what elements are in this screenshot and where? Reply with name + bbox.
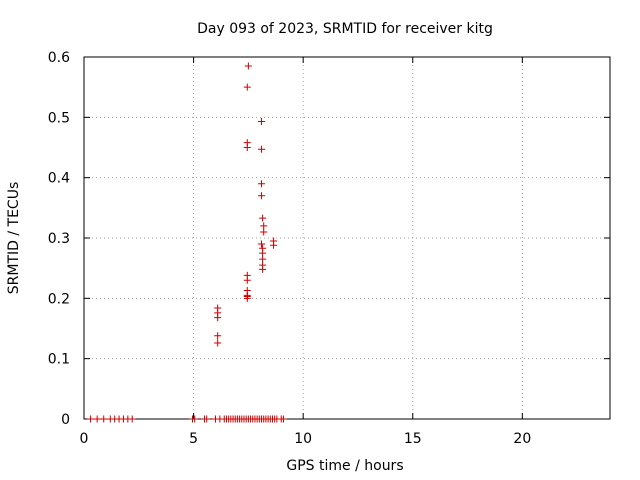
y-tick-label: 0 <box>61 412 70 428</box>
data-point <box>258 118 266 126</box>
data-point <box>243 139 251 147</box>
data-point <box>203 415 211 423</box>
data-point <box>270 237 278 245</box>
data-points <box>87 62 287 423</box>
plot-area-frame <box>83 56 611 420</box>
x-tick-label: 5 <box>189 431 198 447</box>
data-point <box>214 304 222 312</box>
data-point <box>259 249 267 257</box>
data-point <box>259 214 267 222</box>
data-point <box>93 415 101 423</box>
data-point <box>191 415 199 423</box>
y-tick-label: 0.4 <box>48 171 70 187</box>
data-point <box>258 145 266 153</box>
y-tick-label: 0.6 <box>48 50 70 66</box>
y-axis-label: SRMTID / TECUs <box>6 182 22 295</box>
data-point <box>259 265 267 273</box>
x-axis-label: GPS time / hours <box>286 458 403 474</box>
data-point <box>244 62 252 70</box>
data-point <box>258 180 266 188</box>
data-point <box>243 83 251 91</box>
y-tick-label: 0.2 <box>48 291 70 307</box>
y-tick-labels: 0 0.1 0.2 0.3 0.4 0.5 0.6 <box>48 50 70 428</box>
y-tick-label: 0.5 <box>48 110 70 126</box>
x-tick-labels: 0 5 10 15 20 <box>80 431 532 447</box>
data-point <box>260 228 268 236</box>
data-point <box>243 271 251 279</box>
y-tick-label: 0.1 <box>48 352 70 368</box>
x-tick-label: 20 <box>513 431 531 447</box>
data-point <box>214 339 222 347</box>
x-tick-label: 15 <box>404 431 422 447</box>
data-point <box>214 332 222 340</box>
data-point <box>100 415 108 423</box>
data-point <box>258 192 266 200</box>
data-point <box>128 415 136 423</box>
data-point <box>279 415 287 423</box>
data-point <box>258 240 266 248</box>
data-point <box>243 286 251 294</box>
data-point <box>87 415 95 423</box>
y-tick-label: 0.3 <box>48 231 70 247</box>
data-point <box>260 222 268 230</box>
chart-title: Day 093 of 2023, SRMTID for receiver kit… <box>197 21 493 37</box>
x-tick-label: 0 <box>80 431 89 447</box>
x-tick-label: 10 <box>294 431 312 447</box>
data-point <box>259 255 267 263</box>
grid <box>84 57 610 419</box>
axis-ticks <box>83 56 610 420</box>
